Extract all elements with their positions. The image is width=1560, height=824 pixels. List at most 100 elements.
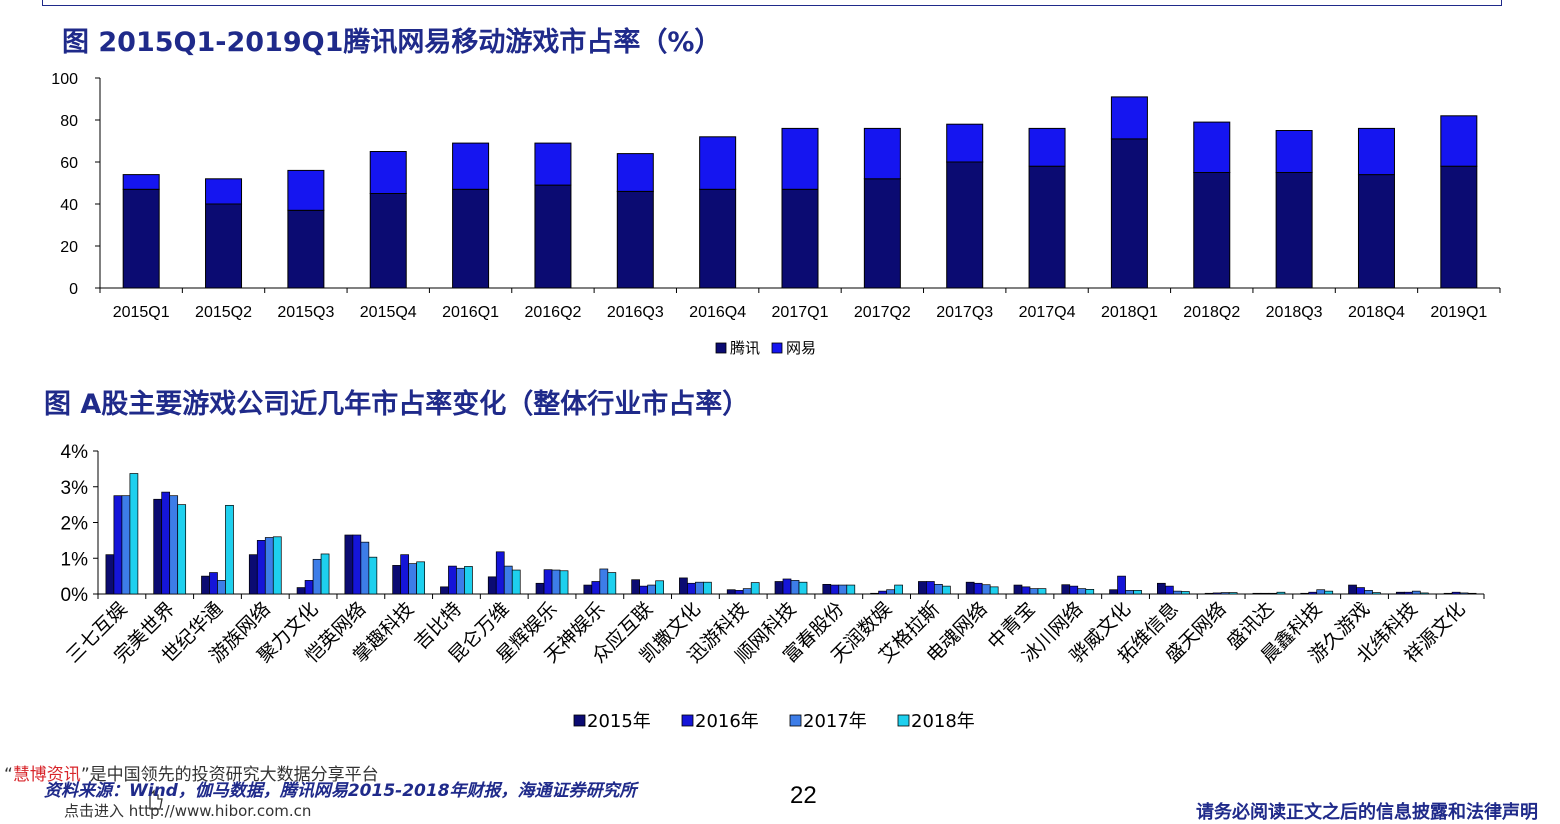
chart2-bar-2015年 xyxy=(1252,592,1262,595)
chart1-bar-tencent xyxy=(1275,172,1313,289)
chart2-bar-2015年 xyxy=(583,584,593,595)
chart2-bar-2017年 xyxy=(1077,588,1087,595)
chart1-bar-netease xyxy=(781,127,819,190)
chart2-bar-2015年 xyxy=(153,498,163,595)
chart1-bar-netease xyxy=(1440,115,1478,167)
chart1-x-tick-label: 2016Q2 xyxy=(524,304,581,321)
chart2-bar-2017年 xyxy=(169,495,179,595)
chart2-bar-2015年 xyxy=(1204,592,1214,595)
chart2-bar-2018年 xyxy=(368,556,378,595)
chart1-bar-netease xyxy=(287,169,325,211)
chart2-bar-2016年 xyxy=(734,590,744,595)
chart1-x-tick-label: 2018Q1 xyxy=(1101,304,1158,321)
chart2-bar-2017年 xyxy=(360,541,370,595)
chart2-bar-2018年 xyxy=(416,561,426,595)
chart2-bar-2018年 xyxy=(798,581,808,595)
chart2-legend-label: 2015年 xyxy=(587,711,651,732)
chart2-bar-2017年 xyxy=(981,584,991,595)
chart2-bar-2017年 xyxy=(695,581,704,595)
chart2-bar-2016年 xyxy=(1356,587,1365,595)
chart2-legend-label: 2017年 xyxy=(803,711,867,732)
chart1-x-tick-label: 2016Q1 xyxy=(442,304,499,321)
chart2-bar-2015年 xyxy=(1013,584,1023,595)
chart2-bar-2018年 xyxy=(1133,590,1142,595)
chart2-bar-2015年 xyxy=(679,577,688,595)
chart1-y-tick-label: 40 xyxy=(60,197,78,214)
chart1-bar-netease xyxy=(699,136,737,190)
chart2-y-tick-label: 3% xyxy=(61,478,89,499)
chart2-bar-2018年 xyxy=(1276,591,1286,595)
chart2-bar-2016年 xyxy=(543,569,553,595)
chart1-x-tick-label: 2017Q1 xyxy=(772,304,829,321)
chart1-bar-tencent xyxy=(452,188,490,289)
chart2-bar-2018年 xyxy=(655,580,664,595)
chart2-legend-swatch xyxy=(681,714,694,727)
chart1-x-tick-label: 2015Q2 xyxy=(195,304,252,321)
chart2-bar-2015年 xyxy=(392,565,402,595)
chart2-bar-2016年 xyxy=(639,585,648,595)
watermark-brand[interactable]: 慧博资讯 xyxy=(12,765,81,785)
chart1-bar-tencent xyxy=(1357,174,1395,289)
chart2-bar-2018年 xyxy=(464,566,473,595)
chart1-bar-tencent xyxy=(534,184,572,289)
chart2-bar-2015年 xyxy=(1395,591,1405,595)
chart2-bar-2018年 xyxy=(1324,590,1334,595)
chart2-bar-2018年 xyxy=(320,553,330,595)
chart1-legend-label: 网易 xyxy=(786,339,816,357)
chart2-bar-2018年 xyxy=(894,584,903,595)
chart1-bar-netease xyxy=(205,178,243,205)
chart1-x-tick-label: 2019Q1 xyxy=(1430,304,1487,321)
chart1-x-tick-label: 2016Q3 xyxy=(607,304,664,321)
chart1-y-tick-label: 0 xyxy=(69,281,78,298)
chart2-bar-2016年 xyxy=(830,584,840,595)
chart2-bar-2015年 xyxy=(1109,589,1118,595)
chart1-bar-tencent xyxy=(946,161,984,289)
chart2-bar-2017年 xyxy=(551,569,561,595)
chart1-y-tick-label: 100 xyxy=(51,71,78,88)
chart1-bar-tencent xyxy=(122,188,160,289)
chart1-bar-tencent xyxy=(369,193,407,289)
chart2-bar-2016年 xyxy=(161,491,171,595)
chart2-bar-2015年 xyxy=(487,576,497,595)
chart2-bar-2015年 xyxy=(440,586,449,595)
chart1-bar-netease xyxy=(946,123,984,163)
chart1-bar-netease xyxy=(1193,121,1231,173)
chart2-bar-2017年 xyxy=(456,567,465,595)
chart2-bar-2017年 xyxy=(1029,588,1039,595)
chart2-bar-2016年 xyxy=(1260,592,1270,595)
chart2-bar-2016年 xyxy=(1212,592,1222,595)
chart1-x-tick-label: 2015Q4 xyxy=(360,304,417,321)
chart2-bar-2016年 xyxy=(1164,585,1174,595)
chart1-bar-tencent xyxy=(781,188,819,289)
chart1-y-tick-label: 20 xyxy=(60,239,78,256)
chart2-bar-2018年 xyxy=(225,504,234,595)
chart2-bar-2018年 xyxy=(703,581,712,595)
watermark-link[interactable]: 点击进入 http://www.hibor.com.cn xyxy=(64,802,312,820)
chart2-legend-swatch xyxy=(897,714,910,727)
chart2-bar-2017年 xyxy=(742,588,752,595)
chart2-bar-2016年 xyxy=(1021,586,1031,595)
chart2-bar-2016年 xyxy=(591,581,601,595)
chart2-bar-2018年 xyxy=(607,572,617,595)
chart2-bar-2016年 xyxy=(256,540,266,595)
chart1-bar-tencent xyxy=(1110,138,1148,289)
hand-cursor-icon xyxy=(149,789,163,810)
chart2-bar-2016年 xyxy=(1403,591,1413,595)
chart2-bar-2017年 xyxy=(1411,590,1421,595)
chart1-bar-tencent xyxy=(1028,165,1066,289)
chart2-bar-2017年 xyxy=(647,584,656,595)
chart1-x-tick-label: 2018Q3 xyxy=(1266,304,1323,321)
chart2-bar-2017年 xyxy=(312,558,322,595)
chart2-bar-2017年 xyxy=(503,565,513,595)
chart2-bar-2018年 xyxy=(1037,588,1047,595)
chart2-bar-2017年 xyxy=(1459,592,1469,595)
chart2-bar-2018年 xyxy=(177,504,187,595)
chart2-y-tick-label: 1% xyxy=(61,549,89,570)
chart2-bar-2017年 xyxy=(599,568,609,595)
chart2-bar-2015年 xyxy=(535,582,545,595)
chart1-x-tick-label: 2017Q4 xyxy=(1019,304,1076,321)
chart2-bar-2016年 xyxy=(304,580,314,595)
chart2-bar-2015年 xyxy=(1300,592,1310,595)
chart1-bar-netease xyxy=(1275,130,1313,173)
chart2-bar-2018年 xyxy=(272,536,282,595)
